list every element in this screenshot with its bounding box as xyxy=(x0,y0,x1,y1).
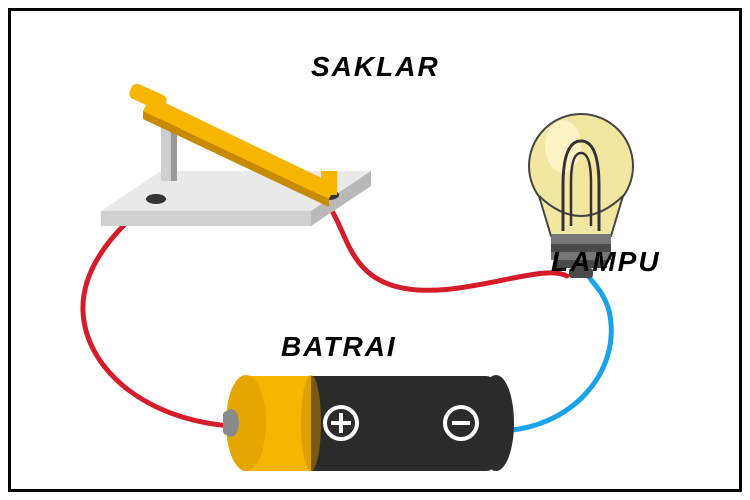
battery-label: BATRAI xyxy=(281,331,397,363)
bulb-label: LAMPU xyxy=(551,246,661,278)
diagram-frame: SAKLAR LAMPU BATRAI xyxy=(8,8,742,492)
switch-label: SAKLAR xyxy=(311,51,440,83)
